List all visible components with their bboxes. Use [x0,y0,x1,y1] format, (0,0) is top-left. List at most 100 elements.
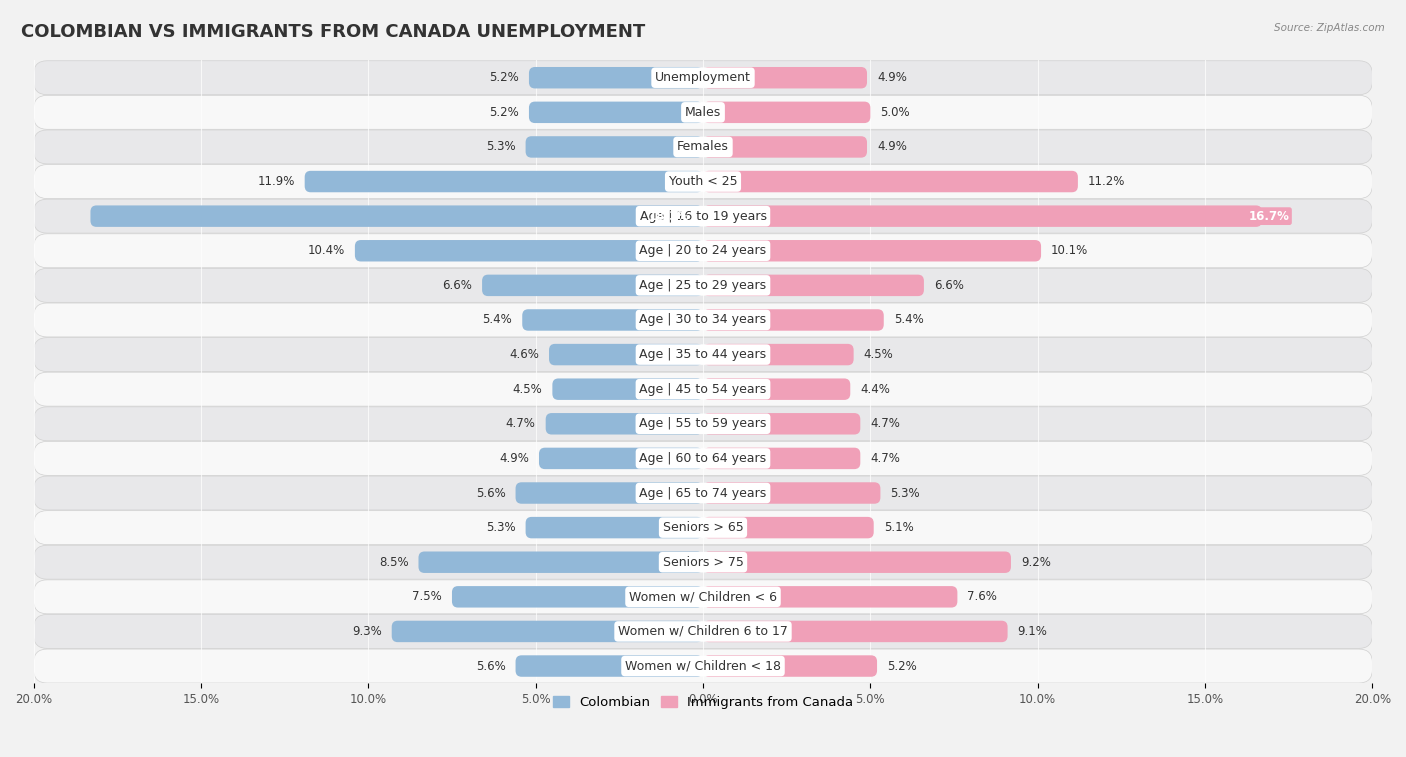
FancyBboxPatch shape [419,552,703,573]
Text: 9.3%: 9.3% [352,625,381,638]
FancyBboxPatch shape [34,372,1372,407]
FancyBboxPatch shape [34,95,1372,129]
FancyBboxPatch shape [703,552,1011,573]
FancyBboxPatch shape [516,656,703,677]
FancyBboxPatch shape [703,205,1263,227]
FancyBboxPatch shape [34,199,1372,233]
Text: 11.2%: 11.2% [1088,175,1125,188]
Text: 5.3%: 5.3% [890,487,920,500]
Text: 4.7%: 4.7% [870,417,900,430]
Text: 4.6%: 4.6% [509,348,538,361]
FancyBboxPatch shape [553,378,703,400]
FancyBboxPatch shape [34,441,1372,475]
FancyBboxPatch shape [34,649,1372,683]
Text: 5.6%: 5.6% [475,487,506,500]
FancyBboxPatch shape [529,67,703,89]
FancyBboxPatch shape [703,586,957,608]
Text: 4.5%: 4.5% [513,383,543,396]
FancyBboxPatch shape [703,310,884,331]
Text: COLOMBIAN VS IMMIGRANTS FROM CANADA UNEMPLOYMENT: COLOMBIAN VS IMMIGRANTS FROM CANADA UNEM… [21,23,645,41]
Text: 4.7%: 4.7% [506,417,536,430]
Text: 5.2%: 5.2% [887,659,917,672]
Text: Age | 65 to 74 years: Age | 65 to 74 years [640,487,766,500]
FancyBboxPatch shape [703,621,1008,642]
FancyBboxPatch shape [703,275,924,296]
FancyBboxPatch shape [703,378,851,400]
Text: 5.4%: 5.4% [482,313,512,326]
FancyBboxPatch shape [703,171,1078,192]
Text: 7.5%: 7.5% [412,590,441,603]
Text: 5.3%: 5.3% [486,141,516,154]
Text: Women w/ Children < 18: Women w/ Children < 18 [626,659,780,672]
FancyBboxPatch shape [538,447,703,469]
Text: 10.4%: 10.4% [308,245,344,257]
FancyBboxPatch shape [703,67,868,89]
Text: 5.6%: 5.6% [475,659,506,672]
FancyBboxPatch shape [34,615,1372,649]
FancyBboxPatch shape [34,130,1372,164]
Text: 4.9%: 4.9% [499,452,529,465]
FancyBboxPatch shape [34,61,1372,95]
Text: 18.3%: 18.3% [648,210,689,223]
FancyBboxPatch shape [703,482,880,503]
FancyBboxPatch shape [451,586,703,608]
Text: 5.4%: 5.4% [894,313,924,326]
Text: 7.6%: 7.6% [967,590,997,603]
FancyBboxPatch shape [392,621,703,642]
Text: Age | 25 to 29 years: Age | 25 to 29 years [640,279,766,292]
Text: 4.4%: 4.4% [860,383,890,396]
Text: Males: Males [685,106,721,119]
Text: 11.9%: 11.9% [257,175,295,188]
FancyBboxPatch shape [90,205,703,227]
FancyBboxPatch shape [526,136,703,157]
FancyBboxPatch shape [305,171,703,192]
Text: 5.0%: 5.0% [880,106,910,119]
FancyBboxPatch shape [34,407,1372,441]
Text: 5.2%: 5.2% [489,71,519,84]
FancyBboxPatch shape [703,656,877,677]
FancyBboxPatch shape [526,517,703,538]
FancyBboxPatch shape [34,269,1372,302]
Text: Age | 16 to 19 years: Age | 16 to 19 years [640,210,766,223]
FancyBboxPatch shape [703,517,873,538]
Text: 6.6%: 6.6% [934,279,965,292]
FancyBboxPatch shape [522,310,703,331]
Text: 5.3%: 5.3% [486,521,516,534]
FancyBboxPatch shape [516,482,703,503]
Text: Youth < 25: Youth < 25 [669,175,737,188]
FancyBboxPatch shape [529,101,703,123]
FancyBboxPatch shape [34,234,1372,268]
FancyBboxPatch shape [34,476,1372,510]
Legend: Colombian, Immigrants from Canada: Colombian, Immigrants from Canada [547,690,859,714]
Text: Females: Females [678,141,728,154]
Text: Age | 45 to 54 years: Age | 45 to 54 years [640,383,766,396]
FancyBboxPatch shape [34,545,1372,579]
Text: Age | 55 to 59 years: Age | 55 to 59 years [640,417,766,430]
Text: 4.9%: 4.9% [877,71,907,84]
Text: Age | 35 to 44 years: Age | 35 to 44 years [640,348,766,361]
Text: 4.9%: 4.9% [877,141,907,154]
FancyBboxPatch shape [548,344,703,366]
FancyBboxPatch shape [34,338,1372,372]
Text: Women w/ Children < 6: Women w/ Children < 6 [628,590,778,603]
Text: Seniors > 75: Seniors > 75 [662,556,744,569]
FancyBboxPatch shape [34,580,1372,614]
Text: 8.5%: 8.5% [378,556,409,569]
Text: 16.7%: 16.7% [1249,210,1289,223]
Text: Seniors > 65: Seniors > 65 [662,521,744,534]
FancyBboxPatch shape [34,303,1372,337]
FancyBboxPatch shape [34,164,1372,198]
FancyBboxPatch shape [703,344,853,366]
FancyBboxPatch shape [34,511,1372,544]
FancyBboxPatch shape [703,136,868,157]
Text: Age | 60 to 64 years: Age | 60 to 64 years [640,452,766,465]
Text: Unemployment: Unemployment [655,71,751,84]
Text: Age | 30 to 34 years: Age | 30 to 34 years [640,313,766,326]
Text: Age | 20 to 24 years: Age | 20 to 24 years [640,245,766,257]
Text: 10.1%: 10.1% [1052,245,1088,257]
Text: 4.5%: 4.5% [863,348,893,361]
FancyBboxPatch shape [354,240,703,261]
FancyBboxPatch shape [703,240,1040,261]
Text: 5.2%: 5.2% [489,106,519,119]
FancyBboxPatch shape [703,413,860,435]
